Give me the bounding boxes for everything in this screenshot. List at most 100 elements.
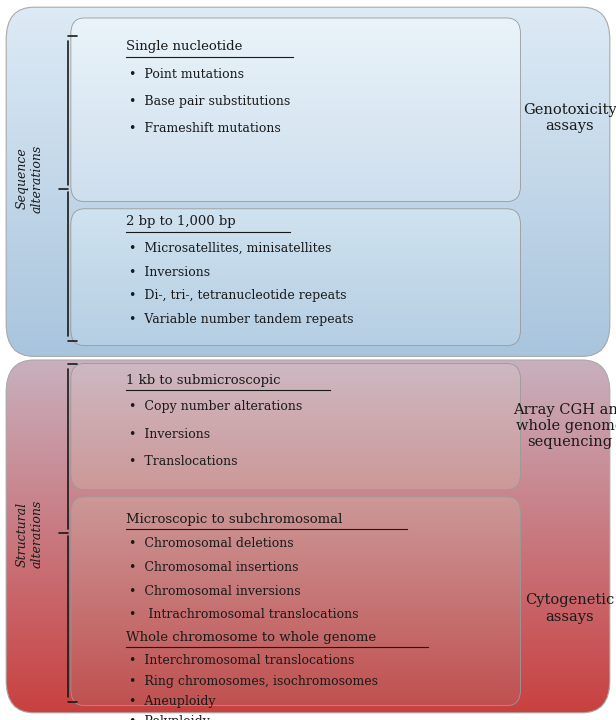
Bar	[6, 680, 610, 683]
Bar	[71, 260, 521, 261]
Bar	[71, 211, 521, 212]
Bar	[6, 531, 610, 533]
Bar	[71, 147, 521, 148]
Bar	[71, 557, 521, 559]
Bar	[71, 588, 521, 590]
Bar	[6, 564, 610, 567]
Bar	[71, 258, 521, 259]
Bar	[71, 79, 521, 81]
Bar	[71, 685, 521, 687]
Bar	[71, 420, 521, 421]
Bar	[6, 621, 610, 623]
Text: •  Aneuploidy: • Aneuploidy	[129, 695, 216, 708]
Bar	[6, 59, 610, 61]
Bar	[6, 522, 610, 524]
Bar	[71, 214, 521, 215]
Bar	[71, 472, 521, 473]
Bar	[71, 419, 521, 420]
Bar	[71, 286, 521, 287]
Bar	[6, 568, 610, 570]
Bar	[71, 78, 521, 79]
Bar	[71, 249, 521, 250]
Bar	[71, 53, 521, 54]
Bar	[71, 411, 521, 412]
Bar	[6, 703, 610, 706]
Bar	[6, 42, 610, 44]
Bar	[71, 125, 521, 126]
Bar	[6, 141, 610, 143]
Bar	[71, 389, 521, 390]
Bar	[71, 120, 521, 122]
Bar	[6, 279, 610, 282]
Bar	[71, 479, 521, 480]
Bar	[71, 152, 521, 153]
Bar	[6, 361, 610, 364]
Bar	[71, 508, 521, 509]
Bar	[71, 156, 521, 157]
Bar	[71, 248, 521, 249]
Bar	[71, 564, 521, 566]
Bar	[71, 395, 521, 396]
Bar	[71, 215, 521, 216]
Bar	[6, 612, 610, 614]
Bar	[71, 282, 521, 283]
Bar	[71, 452, 521, 453]
Bar	[71, 33, 521, 35]
Bar	[71, 595, 521, 597]
Bar	[6, 91, 610, 93]
Bar	[71, 23, 521, 24]
Bar	[6, 427, 610, 429]
Bar	[71, 138, 521, 139]
Bar	[71, 109, 521, 111]
Text: •  Base pair substitutions: • Base pair substitutions	[129, 95, 291, 108]
Bar	[6, 449, 610, 451]
Bar	[6, 436, 610, 438]
Bar	[71, 40, 521, 41]
Bar	[71, 322, 521, 323]
Text: Cytogenetic
assays: Cytogenetic assays	[525, 593, 614, 624]
Bar	[71, 331, 521, 333]
Bar	[71, 297, 521, 298]
Bar	[71, 469, 521, 470]
Bar	[71, 103, 521, 104]
Bar	[71, 126, 521, 127]
Bar	[71, 156, 521, 158]
Bar	[71, 462, 521, 463]
Bar	[71, 25, 521, 26]
Bar	[6, 654, 610, 657]
Bar	[6, 490, 610, 492]
Bar	[71, 96, 521, 97]
Bar	[71, 342, 521, 343]
Bar	[6, 428, 610, 431]
Bar	[6, 244, 610, 246]
Bar	[71, 323, 521, 325]
Bar	[71, 222, 521, 224]
Bar	[6, 234, 610, 236]
Bar	[71, 329, 521, 330]
Bar	[71, 469, 521, 471]
Bar	[71, 704, 521, 706]
Bar	[71, 580, 521, 581]
Bar	[71, 176, 521, 177]
Bar	[6, 92, 610, 94]
Bar	[71, 143, 521, 144]
Bar	[71, 454, 521, 456]
Bar	[6, 523, 610, 526]
Bar	[71, 503, 521, 504]
Bar	[71, 153, 521, 154]
Bar	[71, 644, 521, 646]
Bar	[71, 504, 521, 505]
Bar	[6, 33, 610, 35]
Bar	[71, 290, 521, 291]
Bar	[6, 166, 610, 168]
Bar	[6, 349, 610, 351]
Bar	[6, 66, 610, 68]
Bar	[71, 403, 521, 404]
Bar	[71, 443, 521, 444]
Bar	[71, 307, 521, 309]
Bar	[71, 667, 521, 668]
Bar	[71, 217, 521, 218]
Bar	[71, 127, 521, 128]
Bar	[71, 697, 521, 698]
Bar	[71, 42, 521, 44]
